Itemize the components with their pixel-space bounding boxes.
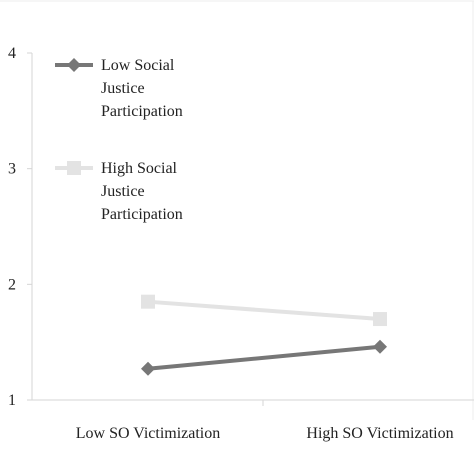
x-category-label: Low SO Victimization (76, 425, 221, 442)
legend-label: Participation (101, 103, 183, 120)
legend-label: Justice (101, 183, 145, 200)
series-line-low (147, 344, 381, 371)
data-point-diamond (141, 361, 155, 376)
y-tick-label: 3 (8, 161, 16, 178)
y-tick-label: 2 (8, 276, 16, 293)
y-tick-label: 1 (8, 392, 16, 409)
x-category-label: High SO Victimization (306, 425, 453, 442)
data-point-diamond (373, 339, 387, 354)
data-point-square (67, 161, 81, 175)
data-point-diamond (67, 58, 81, 72)
series-line-high (147, 299, 381, 322)
legend-label: Justice (101, 80, 145, 97)
legend-label: High Social (101, 160, 178, 177)
data-point-square (141, 294, 155, 309)
data-point-square (373, 312, 387, 327)
y-tick-label: 4 (8, 45, 16, 62)
legend-label: Participation (101, 206, 183, 223)
legend-label: Low Social (101, 57, 175, 74)
